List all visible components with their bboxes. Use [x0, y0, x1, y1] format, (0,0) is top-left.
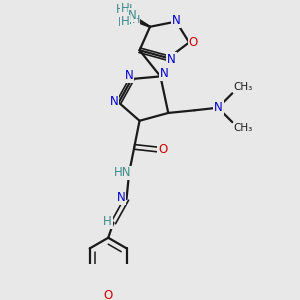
Text: H: H [121, 15, 130, 28]
Text: H: H [116, 3, 124, 16]
Text: N: N [125, 69, 134, 82]
Text: N: N [116, 191, 125, 204]
Text: O: O [158, 143, 167, 156]
Text: O: O [103, 289, 113, 300]
Text: H
N: H N [124, 4, 132, 26]
Text: N: N [172, 14, 181, 27]
Text: N: N [214, 101, 223, 114]
Text: H: H [118, 16, 127, 29]
Text: N: N [121, 8, 130, 22]
Text: CH₃: CH₃ [234, 123, 253, 134]
Text: HN: HN [114, 167, 131, 179]
Text: N: N [110, 95, 118, 109]
Text: H: H [103, 215, 112, 228]
Text: O: O [188, 36, 198, 49]
Text: H: H [131, 15, 140, 25]
Text: CH₃: CH₃ [234, 82, 253, 92]
Text: N: N [128, 8, 137, 22]
Text: N: N [167, 53, 176, 66]
Text: H: H [121, 2, 130, 15]
Text: N: N [160, 67, 169, 80]
